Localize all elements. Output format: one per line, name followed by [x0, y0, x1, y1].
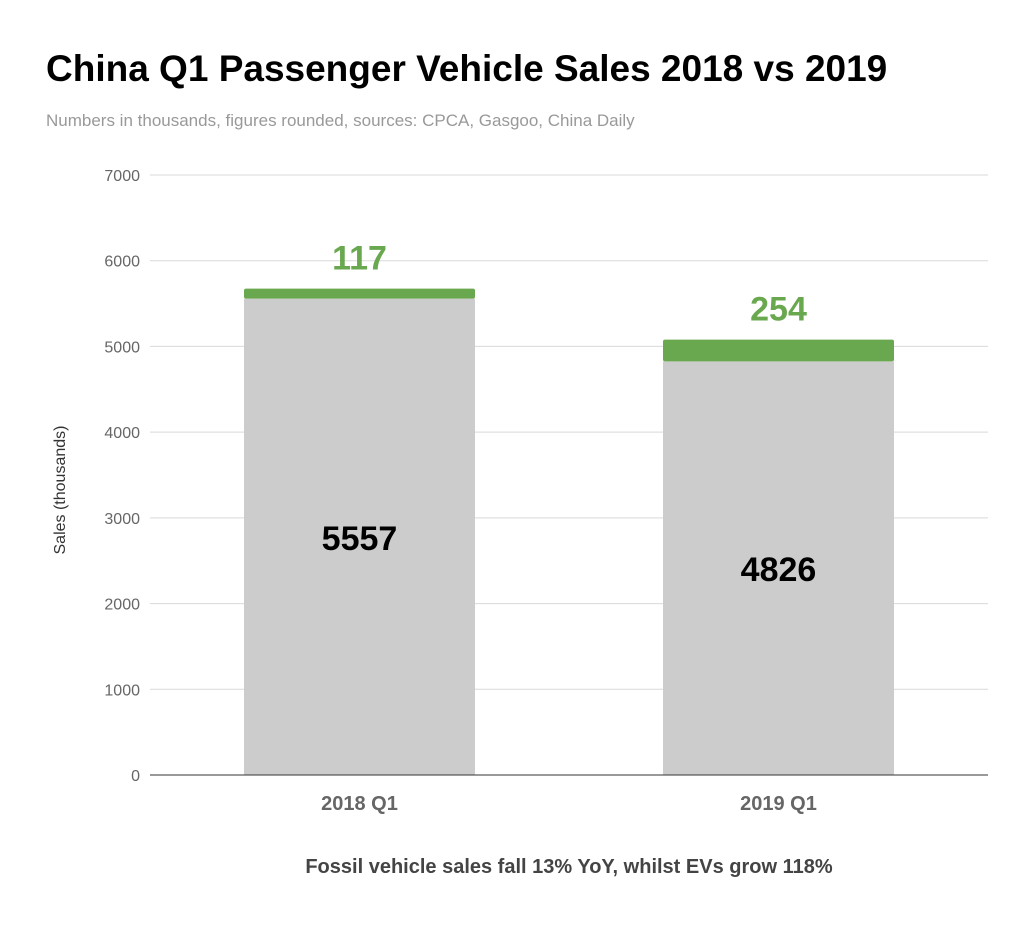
data-label: 117	[332, 240, 387, 278]
data-label: 254	[750, 291, 807, 329]
data-label: 4826	[741, 551, 817, 589]
y-tick-label: 4000	[104, 425, 140, 442]
y-tick-label: 1000	[104, 682, 140, 699]
y-tick-label: 5000	[104, 339, 140, 356]
bar-segment	[663, 339, 894, 362]
y-tick-label: 2000	[104, 597, 140, 614]
bar-segment	[244, 298, 475, 775]
y-tick-label: 3000	[104, 511, 140, 528]
data-label: 5557	[322, 520, 398, 558]
bar-segment	[244, 288, 475, 299]
y-axis-label: Sales (thousands)	[52, 426, 69, 555]
x-axis-caption: Fossil vehicle sales fall 13% YoY, whils…	[305, 856, 833, 878]
y-tick-label: 6000	[104, 254, 140, 271]
y-tick-label: 0	[131, 768, 140, 785]
x-tick-label: 2019 Q1	[740, 793, 817, 815]
bar-segment	[663, 361, 894, 775]
x-tick-label: 2018 Q1	[321, 793, 398, 815]
y-tick-label: 7000	[104, 168, 140, 185]
chart-title: China Q1 Passenger Vehicle Sales 2018 vs…	[46, 48, 888, 89]
chart-subtitle: Numbers in thousands, figures rounded, s…	[46, 111, 635, 130]
